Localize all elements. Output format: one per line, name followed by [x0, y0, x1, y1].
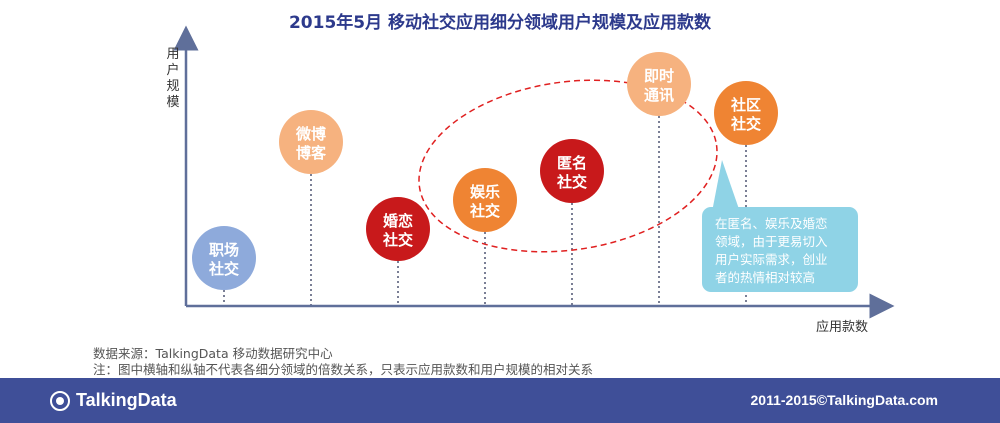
bubble-label: 娱乐 [470, 183, 500, 201]
bubble-circle [453, 168, 517, 232]
bubble-label: 通讯 [644, 86, 674, 104]
callout-pointer [712, 160, 740, 212]
bubble-circle [540, 139, 604, 203]
y-axis-label: 用户规模 [166, 47, 179, 110]
bubble-circle [279, 110, 343, 174]
bubble-label: 即时 [644, 67, 674, 85]
logo-icon [50, 390, 70, 411]
bubble-label: 社交 [469, 202, 500, 220]
callout-text: 领域，由于更易切入 [715, 234, 828, 249]
highlight-ellipse [418, 79, 718, 253]
bubble-chart: 用户规模 应用款数 在匿名、娱乐及婚恋领域，由于更易切入用户实际需求，创业者的热… [166, 25, 895, 335]
bubble-label: 社交 [208, 260, 239, 278]
bubble-label: 微博 [295, 125, 326, 143]
chart-title: 2015年5月 移动社交应用细分领域用户规模及应用款数 [288, 13, 712, 33]
bubble-label: 婚恋 [383, 212, 413, 230]
copyright: 2011-2015©TalkingData.com [750, 392, 938, 408]
axis-note: 注：图中横轴和纵轴不代表各细分领域的倍数关系，只表示应用款数和用户规模的相对关系 [93, 362, 594, 377]
footer-bar: TalkingData 2011-2015©TalkingData.com [0, 378, 1000, 423]
data-source-note: 数据来源：TalkingData 移动数据研究中心 [93, 346, 333, 361]
bubble-circle [627, 52, 691, 116]
x-axis-label: 应用款数 [816, 319, 868, 335]
bubble-label: 社交 [382, 231, 413, 249]
bubble-label: 社区 [730, 96, 761, 114]
bubble-circle [714, 81, 778, 145]
bubble-label: 职场 [209, 241, 239, 259]
talkingdata-logo: TalkingData [50, 390, 177, 411]
callout-background [702, 207, 858, 292]
logo-text: TalkingData [76, 390, 177, 410]
bubble-label: 社交 [730, 115, 761, 133]
callout-text: 在匿名、娱乐及婚恋 [715, 216, 828, 231]
bubble-label: 社交 [556, 173, 587, 191]
bubble-label: 博客 [296, 144, 327, 162]
bubble-circle [366, 197, 430, 261]
callout-text: 用户实际需求，创业 [715, 252, 828, 267]
callout-text: 者的热情相对较高 [715, 270, 815, 285]
bubble-label: 匿名 [557, 154, 587, 172]
bubble-circle [192, 226, 256, 290]
